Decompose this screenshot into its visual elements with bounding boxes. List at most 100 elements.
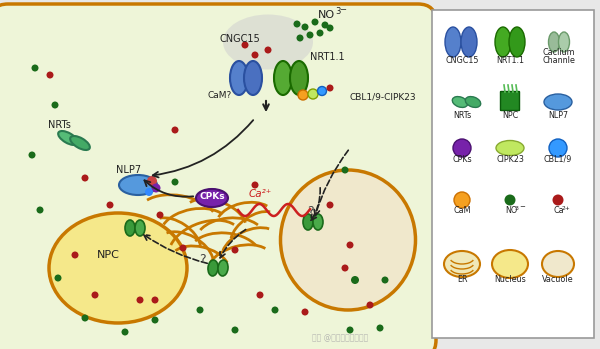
Ellipse shape xyxy=(445,27,461,57)
Circle shape xyxy=(147,176,157,186)
Text: 知乎 @植物微生物最前线: 知乎 @植物微生物最前线 xyxy=(312,333,368,342)
Text: NO: NO xyxy=(318,10,335,20)
Circle shape xyxy=(52,102,59,109)
Circle shape xyxy=(298,90,308,100)
Circle shape xyxy=(151,297,158,304)
Text: CPKs: CPKs xyxy=(199,192,225,201)
Circle shape xyxy=(157,211,163,218)
Circle shape xyxy=(317,30,323,37)
Circle shape xyxy=(296,35,304,42)
Text: ER: ER xyxy=(457,275,467,284)
Text: NRT1.1: NRT1.1 xyxy=(310,52,344,62)
Ellipse shape xyxy=(509,27,525,57)
Ellipse shape xyxy=(542,251,574,277)
Circle shape xyxy=(151,184,161,193)
Circle shape xyxy=(317,87,326,96)
FancyBboxPatch shape xyxy=(432,10,594,338)
Text: ?: ? xyxy=(307,205,313,218)
Circle shape xyxy=(326,84,334,91)
Circle shape xyxy=(47,72,53,79)
Circle shape xyxy=(271,306,278,313)
Circle shape xyxy=(454,192,470,208)
Circle shape xyxy=(307,31,314,38)
Ellipse shape xyxy=(119,175,157,195)
Circle shape xyxy=(302,23,308,30)
Circle shape xyxy=(179,245,187,252)
Ellipse shape xyxy=(125,220,135,236)
Circle shape xyxy=(341,166,349,173)
Ellipse shape xyxy=(196,189,228,207)
FancyBboxPatch shape xyxy=(0,4,436,349)
Text: CaM: CaM xyxy=(453,206,471,215)
Text: CBL1/9-CIPK23: CBL1/9-CIPK23 xyxy=(350,93,416,102)
Ellipse shape xyxy=(496,141,524,156)
Text: 2+: 2+ xyxy=(562,206,571,211)
Text: Channle: Channle xyxy=(542,56,575,65)
Text: NLP7: NLP7 xyxy=(116,165,141,175)
Circle shape xyxy=(505,194,515,206)
Text: 3: 3 xyxy=(335,7,340,16)
Circle shape xyxy=(172,178,179,186)
Text: CNGC15: CNGC15 xyxy=(445,56,479,65)
Text: −: − xyxy=(519,204,525,210)
Ellipse shape xyxy=(559,32,569,52)
Text: NRTs: NRTs xyxy=(453,111,471,120)
Circle shape xyxy=(367,302,373,309)
Circle shape xyxy=(91,291,98,298)
Circle shape xyxy=(121,328,128,335)
Circle shape xyxy=(308,89,318,99)
Circle shape xyxy=(326,201,334,208)
Circle shape xyxy=(553,194,563,206)
Ellipse shape xyxy=(290,61,308,95)
Circle shape xyxy=(232,246,239,253)
Circle shape xyxy=(37,207,44,214)
Ellipse shape xyxy=(135,220,145,236)
Circle shape xyxy=(377,325,383,332)
Text: Caclium: Caclium xyxy=(542,48,575,57)
Ellipse shape xyxy=(313,214,323,230)
Ellipse shape xyxy=(548,32,560,52)
Text: NRTs: NRTs xyxy=(48,120,71,130)
Ellipse shape xyxy=(461,27,477,57)
Circle shape xyxy=(293,21,301,28)
Circle shape xyxy=(145,188,153,196)
Circle shape xyxy=(71,252,79,259)
Ellipse shape xyxy=(274,61,292,95)
Circle shape xyxy=(107,201,113,208)
Ellipse shape xyxy=(492,250,528,278)
Ellipse shape xyxy=(230,61,248,95)
Circle shape xyxy=(302,309,308,315)
Text: ?: ? xyxy=(199,253,205,266)
Circle shape xyxy=(453,139,471,157)
FancyBboxPatch shape xyxy=(500,91,520,111)
Ellipse shape xyxy=(244,61,262,95)
Circle shape xyxy=(197,306,203,313)
Ellipse shape xyxy=(495,27,511,57)
Circle shape xyxy=(29,151,35,158)
Text: NLP7: NLP7 xyxy=(548,111,568,120)
Ellipse shape xyxy=(303,214,313,230)
Circle shape xyxy=(382,276,389,283)
Circle shape xyxy=(326,24,334,31)
Text: Nucleus: Nucleus xyxy=(494,275,526,284)
Circle shape xyxy=(265,46,271,53)
Circle shape xyxy=(241,42,248,49)
Text: NPC: NPC xyxy=(97,250,119,260)
Circle shape xyxy=(257,291,263,298)
Ellipse shape xyxy=(281,170,415,310)
Ellipse shape xyxy=(452,97,468,107)
Ellipse shape xyxy=(465,97,481,107)
Text: NPC: NPC xyxy=(502,111,518,120)
Circle shape xyxy=(549,139,567,157)
Text: NO: NO xyxy=(505,206,517,215)
Ellipse shape xyxy=(223,15,313,69)
Circle shape xyxy=(232,327,239,334)
Circle shape xyxy=(151,317,158,324)
Circle shape xyxy=(137,297,143,304)
Ellipse shape xyxy=(49,213,187,323)
Circle shape xyxy=(251,52,259,59)
Ellipse shape xyxy=(70,136,90,150)
Ellipse shape xyxy=(544,94,572,110)
Circle shape xyxy=(322,22,329,29)
Text: Ca: Ca xyxy=(553,206,563,215)
